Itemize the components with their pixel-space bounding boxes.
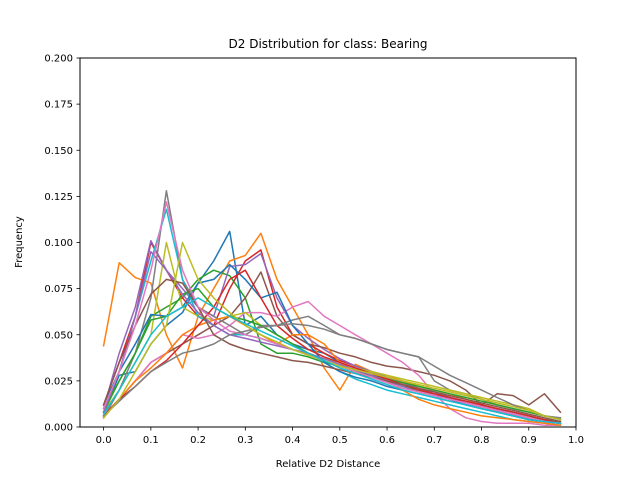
x-axis-title: Relative D2 Distance xyxy=(276,459,380,470)
y-tick-label: 0.075 xyxy=(44,284,73,295)
x-tick-label: 0.5 xyxy=(332,435,348,446)
x-tick-label: 0.2 xyxy=(190,435,206,446)
x-tick-label: 0.4 xyxy=(285,435,301,446)
y-axis-title: Frequency xyxy=(14,216,25,268)
y-tick-label: 0.150 xyxy=(44,146,73,157)
series-lines xyxy=(102,190,562,427)
series-line-s20 xyxy=(102,297,562,425)
y-tick-label: 0.175 xyxy=(44,100,73,111)
x-tick-label: 0.0 xyxy=(96,435,112,446)
x-axis: 0.0 0.1 0.2 0.3 0.4 0.5 0.6 0.7 0.8 0.9 1.0 xyxy=(96,427,584,446)
x-tick-label: 1.0 xyxy=(568,435,584,446)
x-tick-label: 0.3 xyxy=(237,435,253,446)
y-tick-label: 0.100 xyxy=(44,238,73,249)
series-line-s14 xyxy=(102,269,562,425)
y-tick-label: 0.125 xyxy=(44,192,73,203)
series-line-s12 xyxy=(102,315,562,427)
series-line-s16 xyxy=(102,278,562,423)
x-tick-label: 0.8 xyxy=(474,435,490,446)
y-tick-label: 0.200 xyxy=(44,54,73,65)
y-tick-label: 0.050 xyxy=(44,330,73,341)
x-tick-label: 0.1 xyxy=(143,435,159,446)
series-line-s18 xyxy=(102,322,562,421)
series-line-s9 xyxy=(102,241,562,421)
y-axis: 0.000 0.025 0.050 0.075 0.100 0.125 0.150 0.175… xyxy=(44,54,80,434)
x-tick-label: 0.9 xyxy=(521,435,537,446)
y-tick-label: 0.025 xyxy=(44,376,73,387)
y-tick-label: 0.000 xyxy=(44,423,73,434)
x-tick-label: 0.7 xyxy=(426,435,442,446)
chart-title: D2 Distribution for class: Bearing xyxy=(229,37,428,51)
series-line-s19 xyxy=(102,241,562,421)
x-tick-label: 0.6 xyxy=(379,435,395,446)
